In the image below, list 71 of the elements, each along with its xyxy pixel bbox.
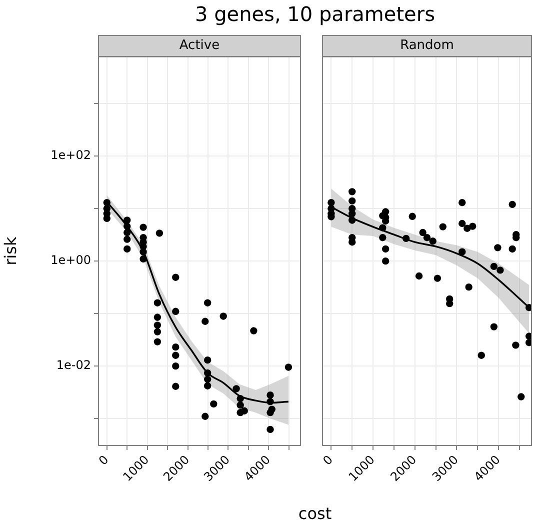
- point: [204, 299, 212, 306]
- point: [494, 244, 502, 252]
- point: [232, 385, 240, 392]
- x-axis-title: cost: [297, 504, 333, 523]
- point: [508, 245, 516, 253]
- point: [525, 338, 532, 346]
- point: [204, 382, 212, 390]
- point: [154, 314, 162, 321]
- point: [496, 266, 504, 274]
- point: [508, 200, 516, 208]
- point: [348, 197, 356, 205]
- point: [172, 362, 180, 370]
- point: [154, 338, 162, 346]
- point: [204, 376, 212, 383]
- point: [379, 234, 386, 242]
- point: [268, 406, 276, 413]
- point: [156, 230, 164, 237]
- point: [490, 262, 498, 270]
- point: [408, 212, 416, 220]
- point: [478, 352, 485, 359]
- point: [266, 426, 274, 434]
- y-axis-title: risk: [0, 236, 20, 266]
- point: [154, 322, 162, 329]
- point: [172, 343, 180, 351]
- point: [124, 245, 131, 253]
- point: [266, 391, 274, 399]
- point: [439, 223, 446, 230]
- point: [458, 248, 466, 256]
- point: [124, 236, 131, 243]
- point: [202, 318, 209, 325]
- point: [172, 382, 180, 390]
- point: [415, 272, 423, 280]
- point: [434, 274, 442, 282]
- y-tick-label: 1e+02: [50, 148, 91, 162]
- point: [140, 224, 147, 231]
- point: [284, 364, 292, 371]
- point: [154, 299, 162, 306]
- point: [419, 228, 426, 236]
- point: [124, 228, 131, 236]
- point: [210, 400, 218, 408]
- point: [518, 393, 525, 400]
- point: [328, 199, 335, 206]
- point: [204, 356, 212, 364]
- point: [458, 199, 466, 206]
- point: [423, 234, 431, 242]
- point: [172, 274, 180, 281]
- point: [429, 238, 436, 245]
- point: [172, 308, 180, 315]
- point: [236, 402, 244, 409]
- point: [512, 342, 520, 349]
- point: [490, 323, 498, 330]
- y-tick-label: 1e-02: [56, 358, 91, 372]
- point: [172, 352, 180, 359]
- point: [250, 327, 258, 334]
- point: [240, 407, 248, 414]
- chart-title: 3 genes, 10 parameters: [194, 2, 436, 26]
- point: [154, 328, 162, 336]
- point: [202, 412, 209, 420]
- point: [348, 210, 356, 218]
- point: [382, 257, 390, 265]
- point: [465, 283, 472, 291]
- y-tick-label: 1e+00: [50, 253, 91, 268]
- point: [348, 188, 356, 196]
- x-tick-label: 0: [96, 452, 112, 468]
- point: [382, 245, 390, 253]
- point: [220, 312, 227, 320]
- chart-subtitle: Active: [98, 35, 301, 58]
- point: [469, 222, 476, 230]
- x-tick-label: 0: [320, 452, 336, 468]
- chart-subtitle: Random: [322, 35, 532, 58]
- point: [458, 220, 466, 228]
